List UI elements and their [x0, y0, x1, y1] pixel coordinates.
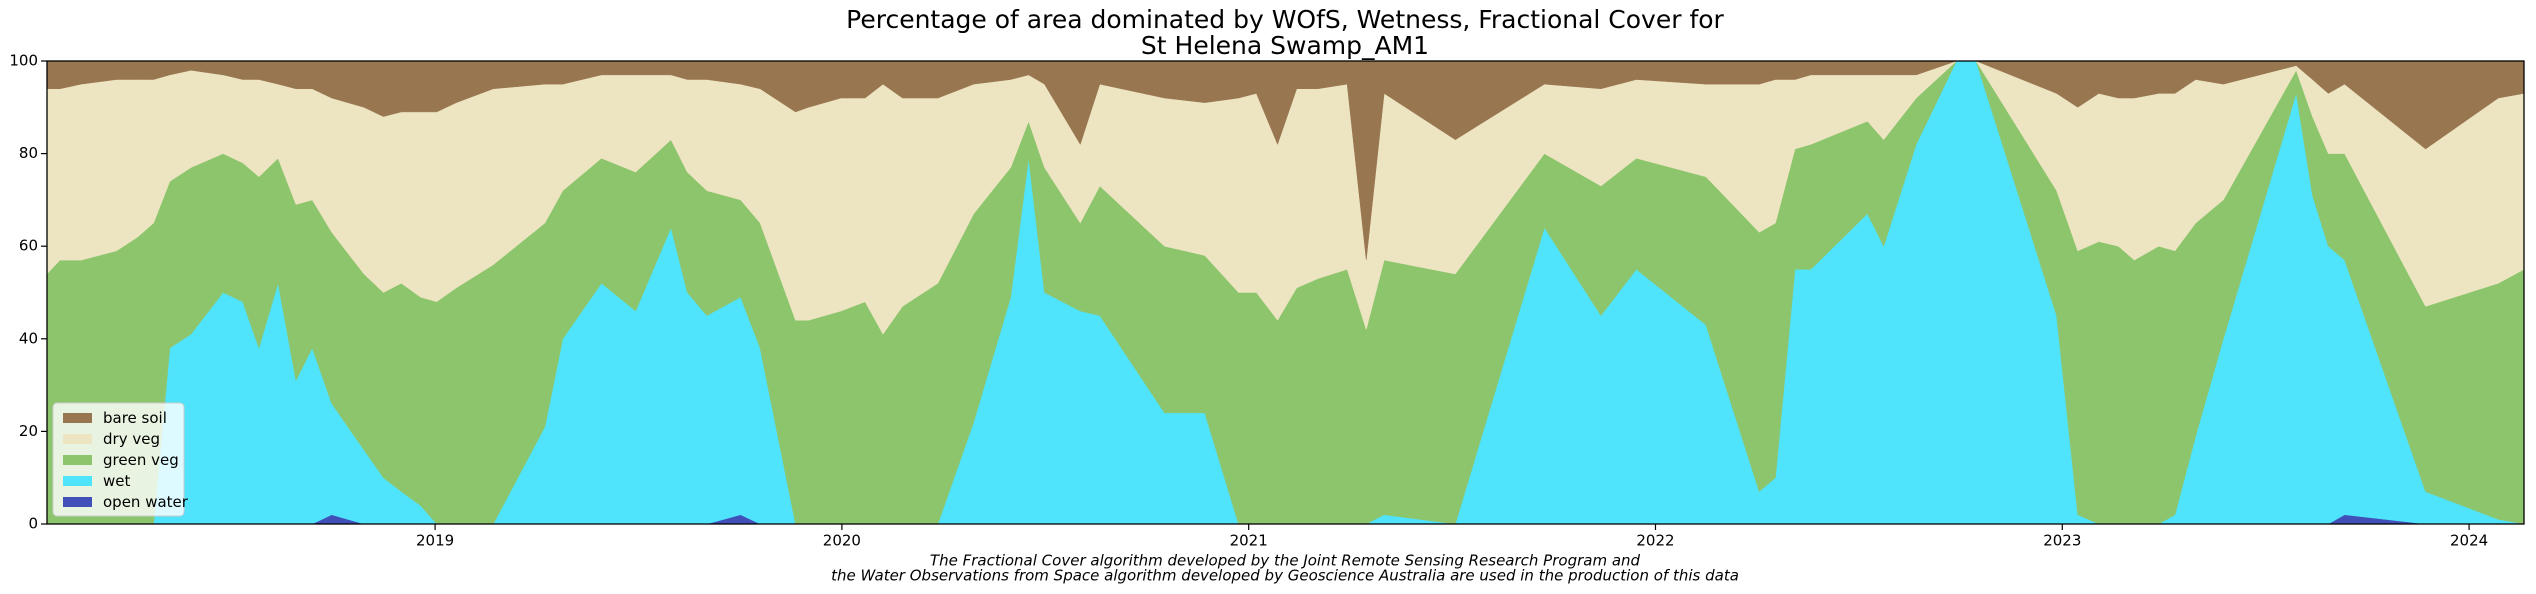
y-tick-label: 80: [19, 144, 38, 162]
x-tick-label: 2019: [416, 532, 454, 550]
x-tick-label: 2023: [2043, 532, 2081, 550]
legend-label: open water: [103, 493, 189, 511]
legend-label: bare soil: [103, 409, 167, 427]
x-tick-label: 2022: [1636, 532, 1674, 550]
x-tick-label: 2021: [1230, 532, 1268, 550]
legend-swatch: [63, 476, 92, 486]
legend-label: green veg: [103, 451, 179, 469]
y-tick-label: 100: [9, 52, 38, 70]
y-tick-label: 60: [19, 237, 38, 255]
legend-swatch: [63, 455, 92, 465]
y-tick-label: 40: [19, 329, 38, 347]
x-tick-label: 2020: [823, 532, 861, 550]
x-tick-label: 2024: [2450, 532, 2488, 550]
legend-swatch: [63, 497, 92, 507]
legend: bare soil dry veg green veg wet open water: [52, 402, 189, 517]
chart-title: St Helena Swamp_AM1: [1141, 31, 1429, 60]
legend-swatch: [63, 413, 92, 423]
legend-label: wet: [103, 472, 130, 490]
caption: the Water Observations from Space algori…: [831, 567, 1739, 585]
chart-title: Percentage of area dominated by WOfS, We…: [846, 5, 1724, 34]
legend-label: dry veg: [103, 430, 160, 448]
y-tick-label: 0: [28, 515, 38, 533]
legend-box: [52, 402, 185, 517]
y-tick-label: 20: [19, 422, 38, 440]
caption: The Fractional Cover algorithm developed…: [930, 552, 1641, 570]
legend-swatch: [63, 434, 92, 444]
plot-frame: [46, 60, 2525, 525]
